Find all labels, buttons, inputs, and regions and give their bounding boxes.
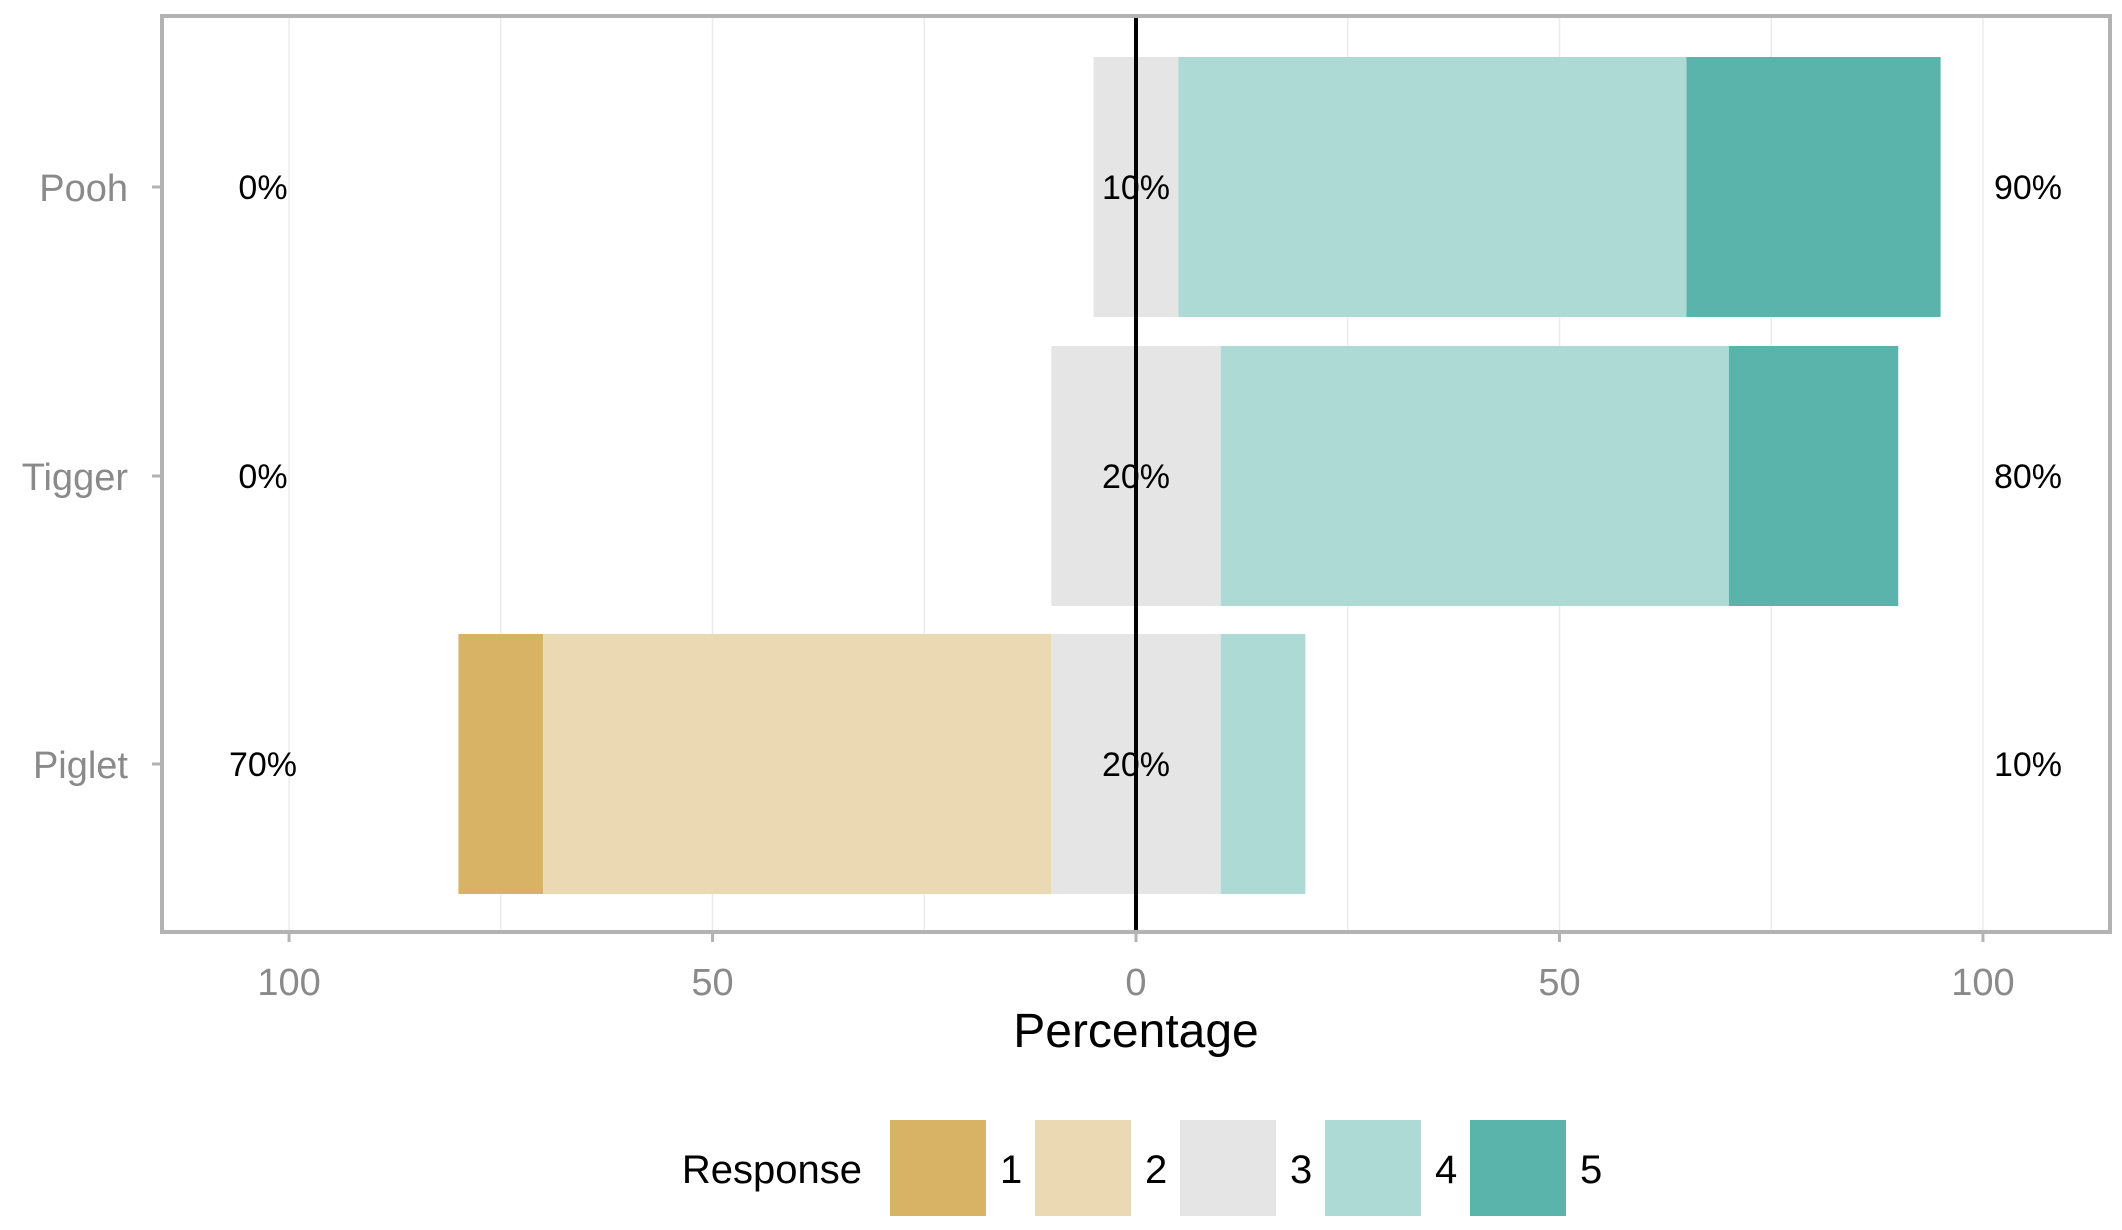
- legend-label: 4: [1435, 1148, 1457, 1192]
- bar-segment: [1728, 346, 1899, 606]
- right-pct-label: 10%: [1994, 746, 2062, 784]
- legend-label: 5: [1580, 1148, 1602, 1192]
- center-pct-label: 20%: [1102, 746, 1170, 784]
- y-axis: Pooh Tigger Piglet: [22, 168, 162, 787]
- legend-key: [1180, 1120, 1276, 1216]
- x-tick-label: 100: [257, 962, 320, 1004]
- legend: Response 1 2 3 4 5: [682, 1120, 1602, 1216]
- x-axis: 100 50 0 50 100 Percentage: [257, 932, 2015, 1058]
- percentage-labels: 0% 10% 90% 0% 20% 80% 70% 20% 10%: [229, 169, 2062, 784]
- x-axis-title: Percentage: [1013, 1005, 1259, 1058]
- x-tick-label: 50: [691, 962, 733, 1004]
- category-label: Pooh: [39, 168, 128, 210]
- legend-key: [1035, 1120, 1131, 1216]
- bar-segment: [543, 634, 1052, 894]
- bar-segment: [1178, 57, 1687, 317]
- x-tick-label: 50: [1538, 962, 1580, 1004]
- x-tick-label: 100: [1951, 962, 2014, 1004]
- bar-segment: [458, 634, 544, 894]
- center-pct-label: 20%: [1102, 458, 1170, 496]
- left-pct-label: 0%: [238, 458, 287, 496]
- right-pct-label: 80%: [1994, 458, 2062, 496]
- legend-key: [1325, 1120, 1421, 1216]
- legend-title: Response: [682, 1148, 862, 1192]
- category-label: Tigger: [22, 457, 129, 499]
- legend-label: 3: [1290, 1148, 1312, 1192]
- legend-key: [1470, 1120, 1566, 1216]
- category-label: Piglet: [33, 745, 128, 787]
- right-pct-label: 90%: [1994, 169, 2062, 207]
- bars: [458, 57, 1941, 894]
- bar-segment: [1220, 634, 1306, 894]
- legend-key: [890, 1120, 986, 1216]
- x-tick-label: 0: [1125, 962, 1146, 1004]
- legend-label: 2: [1145, 1148, 1167, 1192]
- left-pct-label: 0%: [238, 169, 287, 207]
- center-pct-label: 10%: [1102, 169, 1170, 207]
- legend-label: 1: [1000, 1148, 1022, 1192]
- left-pct-label: 70%: [229, 746, 297, 784]
- bar-segment: [1686, 57, 1941, 317]
- bar-segment: [1220, 346, 1729, 606]
